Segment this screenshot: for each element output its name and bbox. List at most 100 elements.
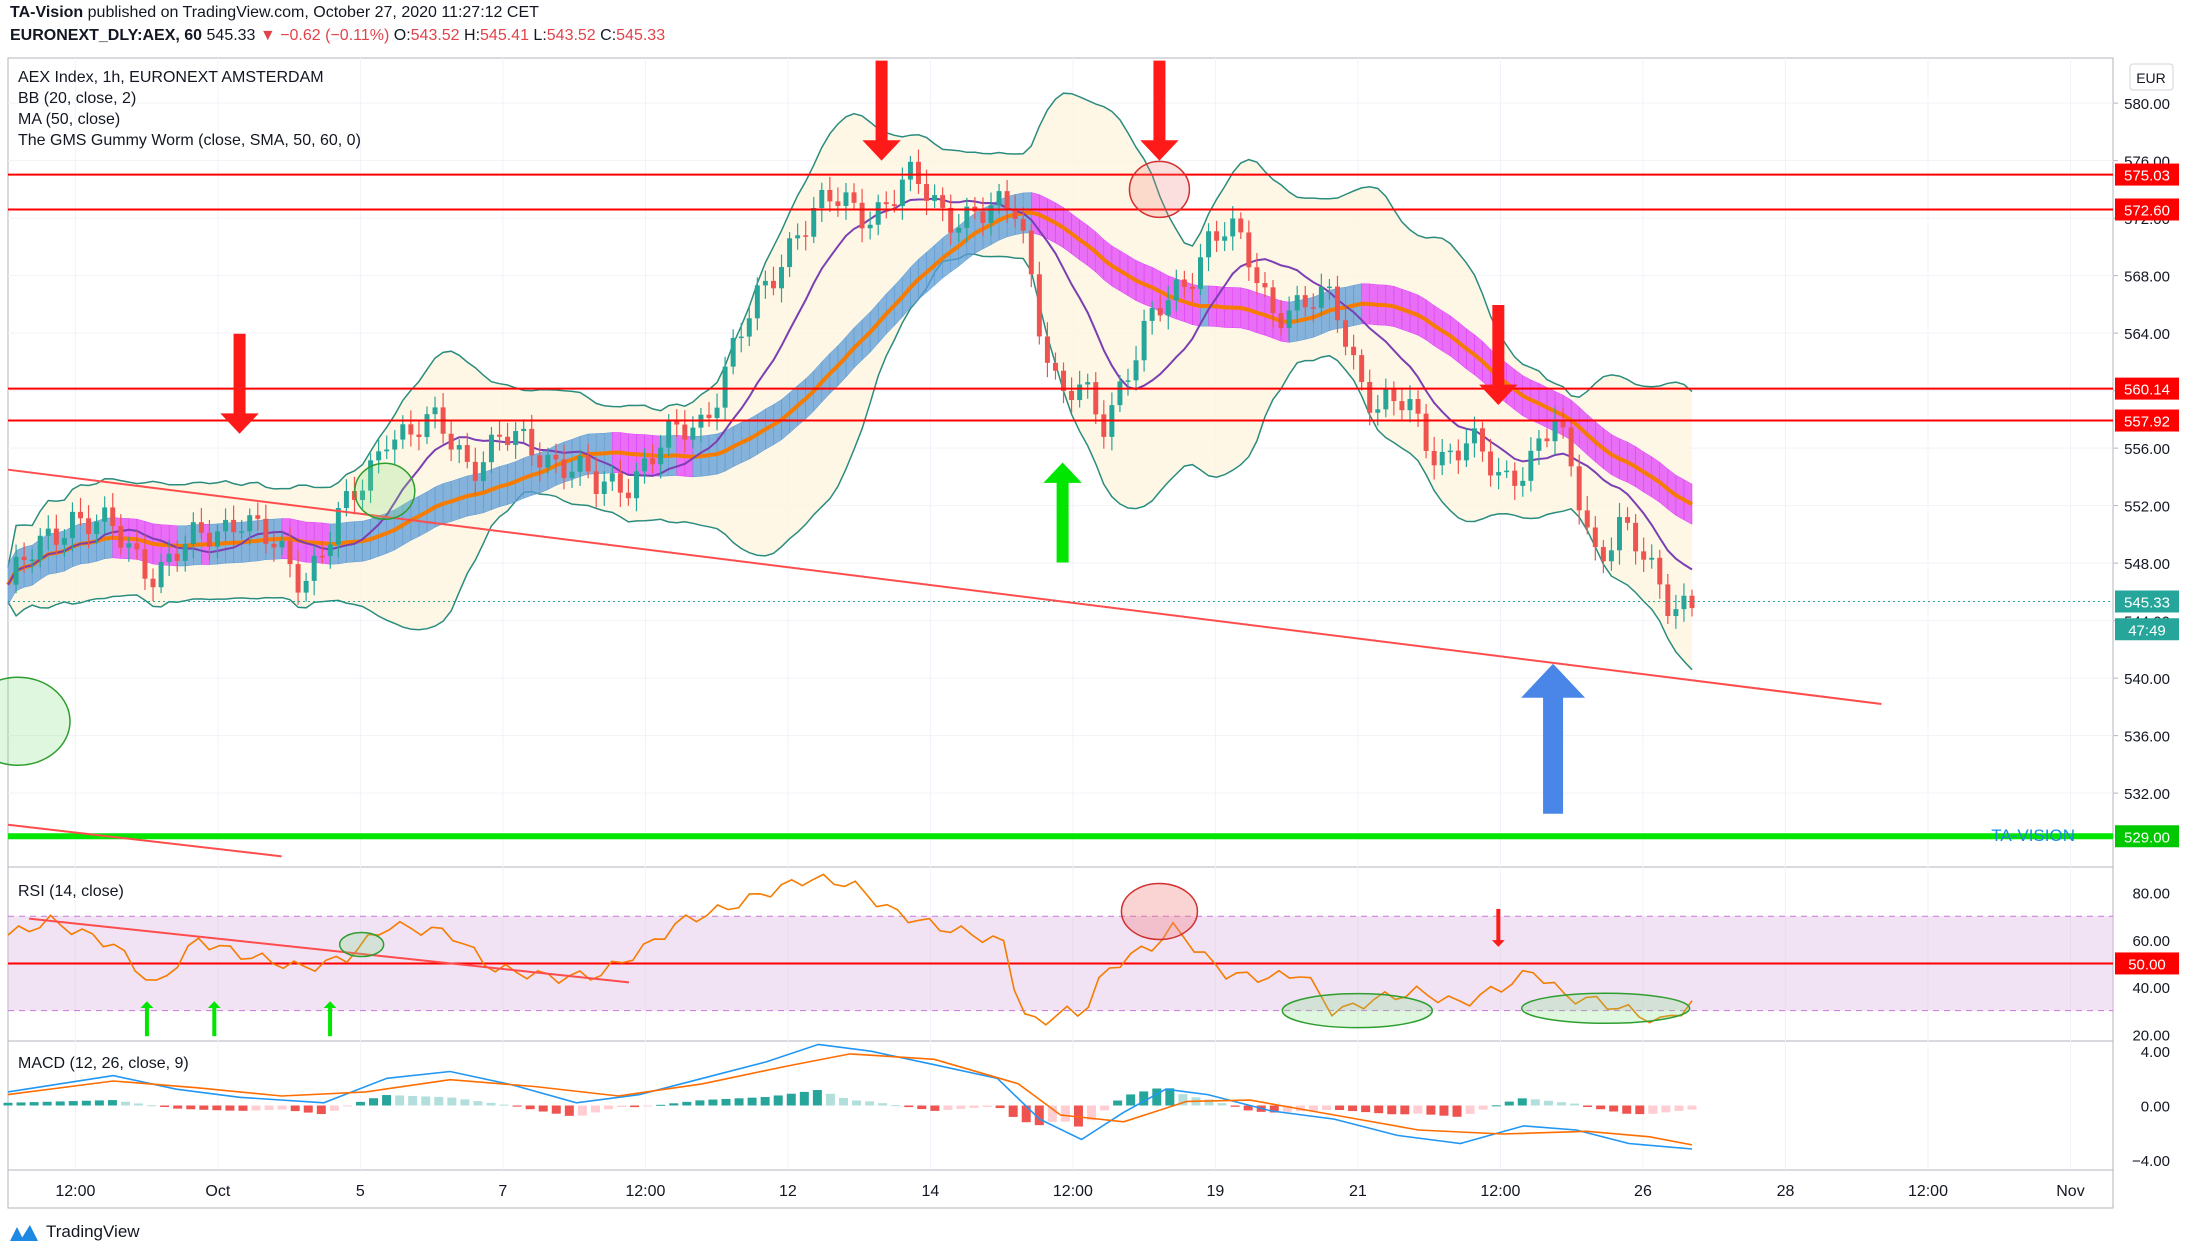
macd-histogram-bar [982, 1105, 992, 1107]
candle-body [69, 511, 75, 539]
macd-histogram-bar [1113, 1100, 1123, 1106]
candle-body [37, 535, 43, 560]
tradingview-logo-icon[interactable] [10, 1223, 40, 1241]
macd-panel[interactable] [3, 1043, 1697, 1150]
candle-body [754, 285, 760, 319]
macd-histogram-bar [94, 1100, 104, 1106]
candle-body [1077, 384, 1083, 401]
candle-body [86, 518, 92, 535]
candle-body [932, 195, 938, 201]
candle-body [1496, 472, 1502, 476]
rsi-tag-label: 50.00 [2128, 956, 2166, 973]
candle-body [295, 564, 301, 593]
time-tick-label: Nov [2056, 1183, 2084, 1200]
candle-body [1343, 320, 1349, 347]
candle-body [1480, 428, 1485, 452]
candle-body [561, 459, 567, 478]
candle-body [110, 507, 116, 527]
trend-line [7, 468, 1882, 705]
price-tick-label: 536.00 [2124, 729, 2170, 746]
candle-body [223, 519, 229, 532]
time-tick-label: 12:00 [1908, 1183, 1948, 1200]
macd-histogram-bar [590, 1105, 600, 1113]
candle-body [424, 414, 430, 437]
macd-histogram-bar [1230, 1105, 1240, 1107]
candle-body [1230, 218, 1236, 237]
candle-body [1302, 295, 1308, 308]
candle-body [521, 428, 527, 432]
ohlc-low-key: L: [533, 27, 547, 44]
price-tag-label: 575.03 [2124, 168, 2170, 185]
candle-body [1052, 362, 1058, 371]
macd-histogram-bar [695, 1100, 705, 1106]
candle-body [1399, 401, 1405, 411]
rsi-panel[interactable] [7, 873, 2113, 1026]
candle-body [1592, 527, 1598, 548]
candle-body [1657, 557, 1663, 585]
candle-body [1520, 480, 1526, 486]
macd-histogram-bar [473, 1101, 483, 1106]
time-tick-label: Oct [205, 1183, 230, 1200]
macd-histogram-bar [1465, 1105, 1475, 1114]
candle-body [940, 195, 946, 208]
candle-body [779, 267, 784, 289]
time-tick-label: 12 [779, 1183, 797, 1200]
publisher-name[interactable]: TA-Vision [10, 4, 84, 21]
candle-body [1117, 381, 1123, 406]
candle-body [1415, 399, 1421, 414]
candle-body [899, 179, 905, 207]
candle-body [1488, 451, 1494, 476]
arrow-up-icon [144, 1007, 149, 1037]
time-tick-label: 14 [922, 1183, 940, 1200]
price-tag [2115, 198, 2179, 221]
symbol-line: EURONEXT_DLY:AEX, 60 545.33 ▼ −0.62 (−0.… [10, 27, 665, 45]
price-axis[interactable]: 532.00536.00540.00544.00548.00552.00556.… [2113, 96, 2179, 1170]
candle-body [118, 526, 124, 548]
candle-body [303, 580, 309, 593]
candle-body [1367, 381, 1373, 413]
arrow-down-icon [862, 140, 901, 161]
ohlc-open-value: 543.52 [410, 27, 460, 44]
time-tick-label: 19 [1207, 1183, 1225, 1200]
candle-body [529, 428, 535, 456]
arrow-up-icon [328, 1007, 333, 1037]
footer-brand[interactable]: TradingView [46, 1222, 140, 1241]
price-tick-label: 532.00 [2124, 786, 2170, 803]
macd-histogram-bar [838, 1097, 848, 1106]
price-panel[interactable] [6, 92, 2113, 858]
macd-histogram-bar [147, 1105, 157, 1107]
macd-histogram-bar [186, 1105, 196, 1110]
candle-body [835, 201, 841, 206]
candle-body [658, 447, 664, 465]
candle-body [617, 473, 623, 493]
candle-body [666, 420, 672, 448]
candle-body [1665, 584, 1671, 617]
last-price: 545.33 [206, 27, 256, 44]
macd-histogram-bar [134, 1103, 144, 1106]
candle-body [480, 462, 486, 481]
macd-histogram-bar [799, 1091, 809, 1106]
candle-body [287, 540, 293, 565]
publish-line: TA-Vision published on TradingView.com, … [10, 4, 539, 22]
arrow-down-icon [1491, 940, 1505, 947]
macd-histogram-bar [486, 1102, 496, 1106]
candle-body [1351, 346, 1357, 356]
macd-histogram-bar [1361, 1105, 1371, 1113]
price-tag-label: 529.00 [2124, 829, 2170, 846]
macd-histogram-bar [956, 1105, 966, 1109]
candle-body [843, 192, 849, 206]
symbol-name[interactable]: EURONEXT_DLY:AEX, 60 [10, 27, 203, 44]
currency-button[interactable]: EUR [2129, 63, 2174, 91]
macd-histogram-bar [1073, 1105, 1083, 1127]
arrow-up-icon [1056, 481, 1069, 563]
macd-histogram-bar [329, 1105, 339, 1111]
candle-body [1214, 231, 1220, 241]
candle-body [907, 161, 913, 180]
candle-body [916, 161, 921, 185]
macd-histogram-bar [29, 1102, 39, 1106]
rsi-tick-label: 80.00 [2132, 886, 2170, 903]
candle-body [376, 451, 382, 461]
time-axis[interactable]: 12:00 Oct 5 7 12:00 12 14 12:00 19 21 12:00 26 28 12:… [55, 1183, 2084, 1200]
macd-histogram-bar [865, 1101, 875, 1106]
